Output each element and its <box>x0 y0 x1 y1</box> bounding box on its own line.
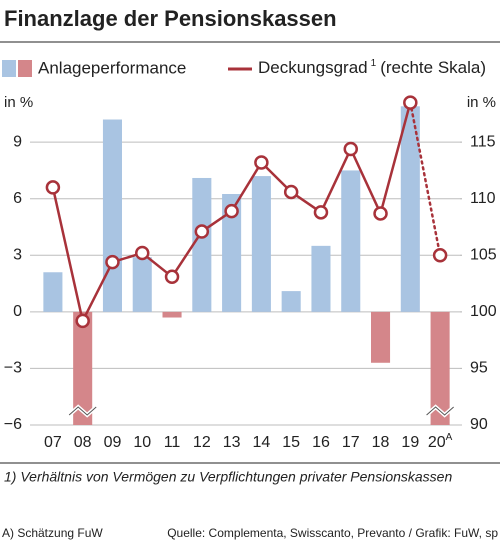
legend-swatch <box>18 60 32 77</box>
category-label: 10 <box>133 434 151 451</box>
source: Quelle: Complementa, Swisscanto, Prevant… <box>167 526 498 540</box>
line-point <box>432 248 448 263</box>
x-tick-label: 10 <box>133 434 151 451</box>
category-label: 13 <box>223 434 241 451</box>
category-label: 19 <box>401 434 419 451</box>
legend-superscript: 1 <box>371 58 377 69</box>
line-point <box>135 245 150 261</box>
y2-tick-label: 105 <box>470 247 497 264</box>
chart-title: Finanzlage der Pensionskassen <box>4 6 337 31</box>
y-tick-label: 6 <box>13 190 22 207</box>
left-axis-label: in % <box>4 94 33 111</box>
bar <box>192 177 212 312</box>
line-segment <box>379 101 412 215</box>
category-label: 07 <box>44 434 62 451</box>
line-point <box>75 313 90 329</box>
bar <box>400 106 420 312</box>
y-tick-label: −3 <box>4 360 22 377</box>
category-label: 16 <box>312 434 330 451</box>
y2-tick-label: 95 <box>470 360 488 377</box>
bar <box>73 311 93 425</box>
bar <box>162 311 182 318</box>
y2-tick-label: 110 <box>470 190 496 207</box>
category-label: 11 <box>164 434 181 451</box>
right-axis-label: in % <box>467 94 496 111</box>
category-label: 17 <box>342 434 360 451</box>
x-tick-label: 09 <box>104 434 122 451</box>
line-segment <box>319 147 352 214</box>
bar <box>430 311 450 425</box>
y-tick-label: 3 <box>13 247 22 264</box>
category-label: 08 <box>74 434 92 451</box>
bar <box>222 194 242 312</box>
x-tick-label: 14 <box>252 434 270 451</box>
bar <box>281 291 301 312</box>
category-label: 12 <box>193 434 211 451</box>
x-tick-label: 13 <box>223 434 241 451</box>
bar <box>132 257 152 312</box>
category-label: 20 <box>428 434 446 451</box>
bar <box>311 245 331 312</box>
line-segment <box>51 186 84 323</box>
x-tick-label: 11 <box>164 434 181 451</box>
bar <box>371 311 391 363</box>
bar <box>341 170 361 312</box>
line-point <box>343 141 358 157</box>
x-tick-label: 08 <box>74 434 92 451</box>
x-tick-label: 20A <box>428 432 453 452</box>
line-point <box>194 224 210 239</box>
legend-swatch <box>2 60 16 77</box>
x-tick-label: 17 <box>342 434 360 451</box>
line-point <box>313 205 329 220</box>
line-point <box>164 269 180 285</box>
line-segment <box>230 161 263 213</box>
x-tick-label: 15 <box>282 434 300 451</box>
category-label: 09 <box>104 434 122 451</box>
bar <box>251 176 271 312</box>
y2-tick-label: 115 <box>470 133 496 150</box>
x-tick-label: 18 <box>372 434 390 451</box>
line-point <box>105 254 120 270</box>
category-label: 14 <box>252 434 270 451</box>
bar <box>102 119 122 312</box>
x-tick-label: 12 <box>193 434 211 451</box>
y2-tick-label: 90 <box>470 416 488 433</box>
line-point <box>224 203 239 219</box>
line-point <box>283 184 299 200</box>
y2-tick-label: 100 <box>470 303 497 320</box>
line-segment <box>170 230 204 279</box>
y-tick-label: −6 <box>4 416 22 433</box>
legend-label: Deckungsgrad 1 (rechte Skala) <box>258 58 486 78</box>
y-tick-label: 9 <box>13 133 22 150</box>
line-segment <box>409 101 442 257</box>
legend-name: Deckungsgrad <box>258 58 368 77</box>
break-mark <box>426 406 454 416</box>
x-tick-label: 16 <box>312 434 330 451</box>
line-segment <box>81 260 114 323</box>
estimate-marker: A <box>446 432 453 443</box>
line-point <box>254 155 269 170</box>
line-point <box>373 206 388 221</box>
y-tick-label: 0 <box>13 303 22 320</box>
category-label: 18 <box>372 434 390 451</box>
legend-suffix: (rechte Skala) <box>380 58 486 77</box>
category-label: 15 <box>282 434 300 451</box>
line-point <box>403 95 418 110</box>
bar <box>43 272 63 312</box>
line-point <box>45 180 61 195</box>
line-segment <box>349 147 382 215</box>
x-tick-label: 07 <box>44 434 62 451</box>
x-tick-label: 19 <box>401 434 419 451</box>
break-mark <box>68 406 97 416</box>
legend-label: Anlageperformance <box>38 58 186 77</box>
estimate-note: A) Schätzung FuW <box>2 526 103 540</box>
footnote: 1) Verhältnis von Vermögen zu Verpflicht… <box>4 469 452 485</box>
